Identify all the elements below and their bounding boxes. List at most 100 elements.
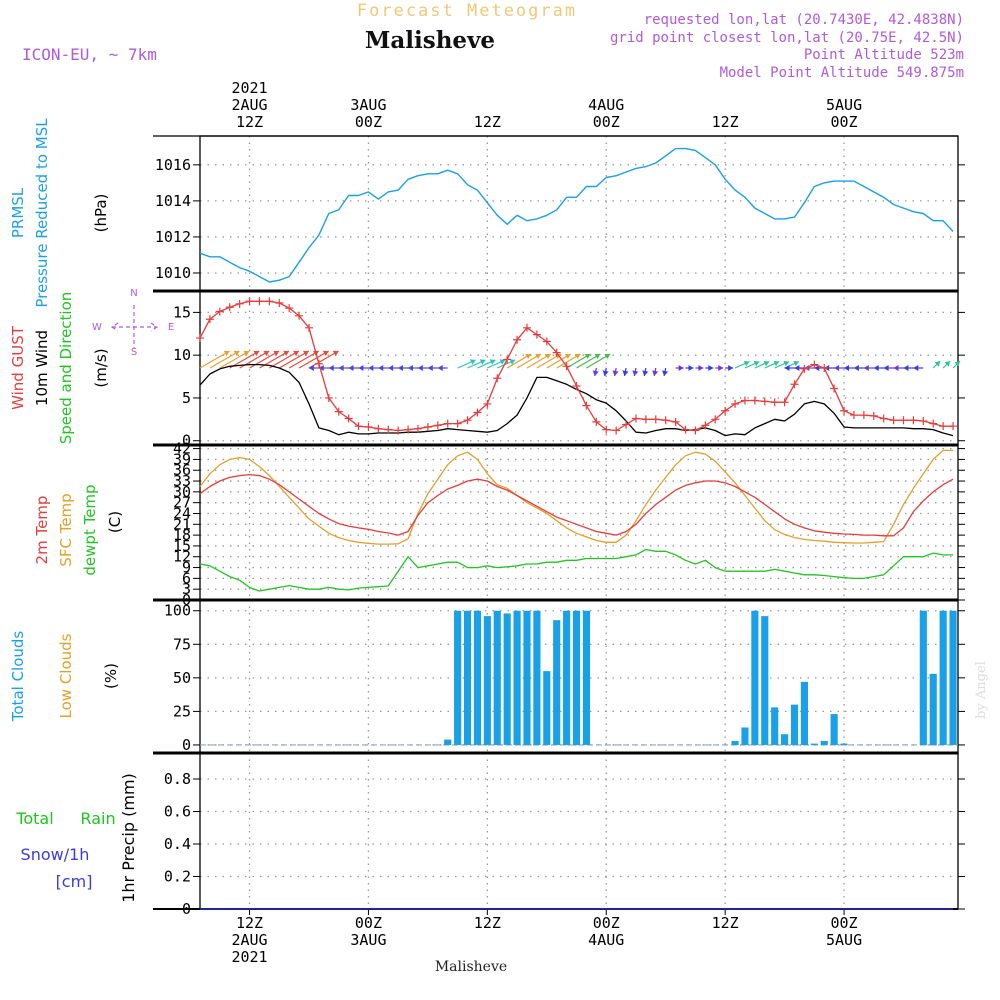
sfc-temp-series-line — [199, 449, 953, 545]
wind-gust-marker — [899, 416, 908, 425]
wind-arrow-head — [773, 360, 780, 367]
bottom-time-label: 12Z — [474, 914, 501, 932]
pressure-panel-frame — [199, 135, 959, 292]
wind-gust-marker — [731, 399, 740, 408]
cloud-bar — [533, 610, 541, 745]
wind-gust-marker — [800, 364, 809, 373]
wind-gust-marker — [572, 381, 581, 390]
top-time-label: 00Z — [831, 113, 858, 131]
total-clouds-label: Total Clouds — [9, 631, 27, 723]
bottom-time-label: 00Z — [593, 914, 620, 932]
wind-gust-marker — [235, 299, 244, 308]
wind-gust-marker — [760, 397, 769, 406]
wind-tick-label: 10 — [173, 346, 191, 364]
wind-gust-marker — [334, 407, 343, 416]
cloud-bar — [731, 740, 739, 745]
wind-gust-marker — [949, 422, 958, 431]
bottom-time-label: 5AUG — [826, 931, 862, 949]
wind-gust-marker — [443, 419, 452, 428]
wind-arrow-head — [678, 365, 684, 371]
wind-arrow-head — [728, 365, 734, 371]
wind-gust-marker — [889, 416, 898, 425]
cloud-bar — [781, 734, 789, 745]
wind-arrow-head — [763, 360, 770, 367]
wind-gust-marker — [869, 411, 878, 420]
wind-arrow-head — [604, 353, 611, 360]
wind-gust-marker — [840, 406, 849, 415]
precip-snow-unit: [cm] — [56, 872, 93, 891]
wind-gust-marker — [681, 425, 690, 434]
wind-gust-marker — [196, 334, 204, 343]
wind-gust-marker — [503, 355, 512, 364]
cloud-bar — [563, 610, 571, 745]
cloud-bar — [810, 743, 818, 745]
wind-arrow-head — [545, 353, 551, 360]
clouds-unit: (%) — [102, 663, 120, 689]
precip-total-label: Total — [15, 809, 53, 828]
top-time-label: 2021 — [231, 79, 267, 97]
temp-sfc-label: SFC Temp — [57, 493, 75, 566]
cloud-bar — [553, 620, 561, 745]
temp-tick-label: 12 — [173, 548, 191, 566]
temp-tick-label: 15 — [173, 537, 191, 555]
cloud-bar — [949, 610, 957, 745]
wind-arrow-head — [223, 350, 230, 357]
wind-gust-marker — [701, 421, 710, 430]
wind-gust-label: Wind GUST — [9, 325, 27, 410]
pressure-unit: (hPa) — [92, 194, 110, 233]
wind-arrow-head — [293, 350, 299, 357]
wind-direction-arrow — [288, 350, 320, 369]
wind-gust-marker — [304, 323, 313, 332]
wind-arrow-head — [243, 350, 250, 357]
precip-rain-label: Rain — [80, 809, 115, 828]
temp-tick-label: 30 — [173, 483, 191, 501]
grid-point-coords: grid point closest lon,lat (20.75E, 42.5… — [610, 30, 964, 46]
wind-arrow-head — [388, 365, 394, 371]
pressure-tick-label: 1012 — [155, 228, 191, 246]
wind-gust-marker — [859, 411, 868, 420]
wind-gust-marker — [374, 424, 383, 433]
wind-gust-marker — [542, 337, 551, 346]
cloud-bar — [582, 610, 590, 745]
wind-direction-arrow — [209, 350, 240, 369]
model-point-altitude: Model Point Altitude 549.875m — [720, 65, 964, 81]
wind-arrow-head — [407, 365, 413, 371]
temp-tick-label: 3 — [182, 580, 191, 598]
top-time-label: 12Z — [474, 113, 501, 131]
watermark: by Angel — [974, 661, 989, 719]
cloud-bar — [830, 714, 838, 745]
wind-arrow-head — [632, 370, 639, 376]
bottom-time-label: 3AUG — [350, 931, 386, 949]
wind-10m-series-line — [199, 363, 954, 437]
wind-direction-label: Speed and Direction — [57, 292, 75, 445]
temp-tick-label: 39 — [173, 450, 191, 468]
wind-arrow-head — [378, 365, 384, 371]
wind-arrow-head — [642, 370, 649, 376]
wind-tick-label: 5 — [182, 389, 191, 407]
temp-tick-label: 33 — [173, 472, 191, 490]
wind-gust-marker — [612, 426, 621, 435]
wind-arrow-head — [592, 370, 599, 376]
wind-arrow-head — [328, 365, 334, 371]
cloud-bar — [929, 673, 937, 745]
wind-arrow-head — [934, 361, 941, 367]
wind-arrow-head — [308, 365, 314, 371]
wind-arrow-head — [332, 350, 339, 357]
wind-direction-arrow — [229, 350, 260, 369]
clouds-tick-label: 100 — [164, 602, 191, 620]
clouds-tick-label: 25 — [173, 702, 191, 720]
cloud-bar — [741, 727, 749, 745]
wind-arrow-head — [743, 360, 750, 367]
wind-gust-marker — [790, 380, 799, 389]
wind-gust-marker — [671, 417, 680, 426]
cloud-bar — [463, 610, 472, 745]
wind-arrow-head — [263, 350, 270, 357]
wind-arrow-head — [652, 370, 659, 376]
wind-arrow-head — [338, 365, 344, 371]
cloud-bar — [800, 681, 808, 745]
wind-arrow-head — [698, 365, 704, 371]
wind-gust-marker — [275, 298, 284, 307]
wind-gust-marker — [453, 419, 462, 428]
bottom-time-label: 12Z — [236, 914, 263, 932]
cloud-bar — [543, 671, 551, 745]
